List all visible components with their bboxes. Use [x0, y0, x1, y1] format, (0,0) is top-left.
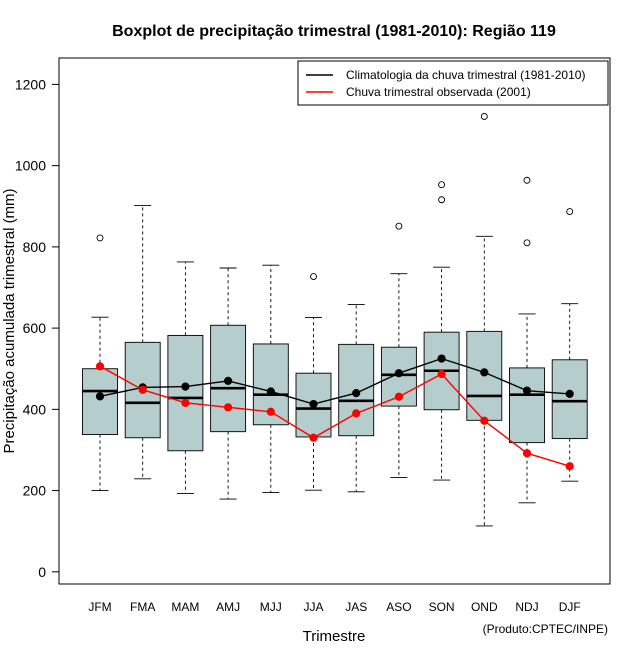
- y-tick-label: 800: [23, 239, 47, 255]
- series-line: [99, 357, 570, 405]
- series-point: [352, 388, 361, 398]
- series-point: [95, 362, 105, 371]
- series-point: [224, 376, 233, 386]
- y-axis-label: Precipitação acumulada trimestral (mm): [1, 188, 18, 453]
- series-point: [309, 433, 318, 442]
- outlier-point: [395, 222, 403, 230]
- box-son: [423, 181, 460, 481]
- box-body: [167, 334, 204, 452]
- x-tick-label-aso: ASO: [386, 600, 411, 614]
- box-fma: [124, 204, 161, 480]
- outlier-point: [96, 234, 104, 242]
- legend: Climatologia da chuva trimestral (1981-2…: [297, 60, 609, 106]
- series-point: [266, 387, 275, 396]
- box-jja: [295, 273, 332, 491]
- series-point: [181, 382, 190, 391]
- y-tick-label: 400: [23, 401, 47, 417]
- x-axis-label: Trimestre: [303, 628, 366, 645]
- series-observed: [95, 362, 574, 471]
- legend-box: [297, 60, 609, 106]
- outlier-point: [310, 273, 317, 280]
- legend-label-climatology: Climatologia da chuva trimestral (1981-2…: [346, 68, 585, 82]
- series-lines: [95, 354, 574, 471]
- box-ndj: [509, 176, 545, 504]
- y-tick-label: 0: [38, 564, 46, 580]
- series-point: [437, 369, 446, 379]
- series-point: [437, 354, 446, 363]
- series-point: [480, 416, 489, 425]
- x-tick-label-jja: JJA: [303, 600, 323, 614]
- plot-frame: [58, 57, 611, 585]
- x-tick-label-ndj: NDJ: [515, 600, 538, 614]
- box-body: [509, 367, 545, 444]
- series-point: [266, 407, 275, 416]
- x-tick-label-amj: AMJ: [216, 600, 240, 614]
- x-tick-label-jas: JAS: [345, 600, 367, 614]
- series-point: [95, 392, 105, 401]
- y-tick-label: 1200: [15, 76, 46, 92]
- box-jas: [338, 304, 375, 493]
- series-climatology: [95, 354, 574, 409]
- x-tick-label-jfm: JFM: [88, 600, 111, 614]
- x-tick-label-fma: FMA: [130, 600, 155, 614]
- series-point: [565, 462, 574, 471]
- outlier-point: [566, 208, 574, 215]
- credit-text: (Produto:CPTEC/INPE): [483, 622, 608, 636]
- series-point: [565, 389, 574, 399]
- x-tick-label-djf: DJF: [559, 600, 581, 614]
- box-aso: [380, 222, 417, 479]
- x-tick-label-son: SON: [429, 600, 455, 614]
- box-body: [551, 359, 588, 440]
- box-mjj: [252, 264, 289, 494]
- series-point: [394, 369, 403, 378]
- box-mam: [167, 261, 204, 494]
- y-tick-label: 200: [23, 483, 47, 499]
- box-jfm: [82, 234, 118, 492]
- box-group: [82, 113, 588, 527]
- series-point: [352, 409, 361, 418]
- box-ond: [466, 113, 503, 527]
- outlier-point: [523, 176, 531, 184]
- series-point: [394, 392, 403, 401]
- x-axis: JFM FMA MAM AMJ MJJ JJA JAS ASO SON OND NDJ DJF: [88, 600, 580, 614]
- legend-label-observed: Chuva trimestral observada (2001): [346, 85, 531, 99]
- box-body: [82, 368, 118, 435]
- outlier-point: [438, 181, 446, 189]
- chart-title: Boxplot de precipitação trimestral (1981…: [112, 23, 556, 40]
- outlier-point: [523, 239, 531, 247]
- x-tick-label-mam: MAM: [171, 600, 199, 614]
- series-point: [522, 386, 532, 395]
- box-djf: [551, 208, 588, 482]
- series-line: [99, 365, 570, 467]
- outlier-point: [438, 196, 446, 204]
- x-tick-label-mjj: MJJ: [260, 600, 282, 614]
- series-point: [138, 385, 147, 394]
- series-point: [522, 449, 532, 458]
- series-point: [224, 403, 233, 412]
- y-axis: 0 200 400 600 800 1000 1200: [15, 76, 60, 580]
- y-tick-label: 1000: [15, 158, 46, 174]
- y-tick-label: 600: [23, 320, 47, 336]
- series-point: [480, 368, 489, 377]
- x-tick-label-ond: OND: [471, 600, 498, 614]
- series-point: [309, 399, 318, 409]
- outlier-point: [480, 113, 488, 120]
- series-point: [181, 398, 190, 407]
